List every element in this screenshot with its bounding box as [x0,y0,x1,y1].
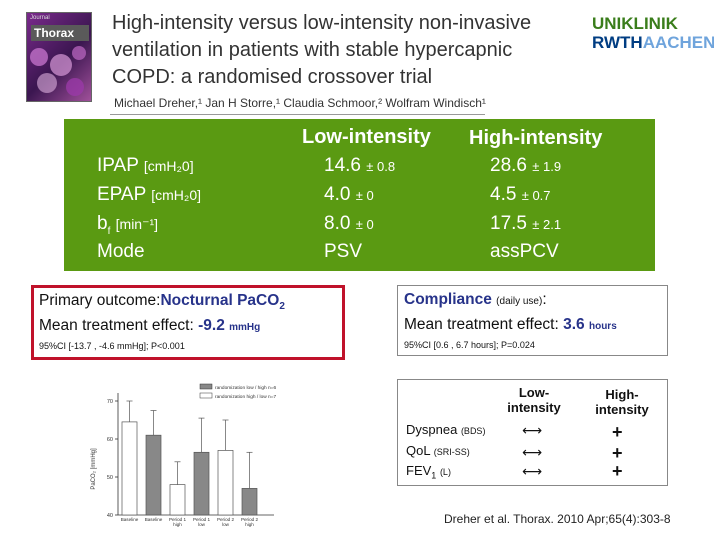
bar-4 [193,451,210,516]
cover-artwork [30,46,86,96]
settings-row-label: IPAP [cmH₂0] [97,155,194,176]
no-difference-arrow-icon: ⟷ [522,463,543,479]
comparison-col-low: Low-intensity [507,385,561,415]
y-tick-label: 60 [107,437,113,443]
bar-6 [241,488,258,516]
settings-low-value: 8.0 ± 0 [324,213,374,234]
settings-table: Low-intensity High-intensity IPAP [cmH₂0… [64,119,655,271]
x-tick-label: low [222,522,230,527]
compliance-effect-line: Mean treatment effect: 3.6 hours [404,316,617,333]
settings-low-value: PSV [324,241,363,262]
comparison-table: Low-intensity High-intensity Dyspnea (BD… [397,379,668,486]
paco2-bar-chart: PaCO₂ [mmHg] 40 50 60 70 Baseline Baseline Pe… [91,383,277,527]
legend-swatch-high-low [199,392,213,399]
legend-swatch-low-high [199,383,213,390]
settings-low-value: 14.6 ± 0.8 [324,155,396,176]
bar-5 [217,450,234,516]
primary-outcome-line: Primary outcome:Nocturnal PaCO2 [39,292,285,313]
paper-authors: Michael Dreher,¹ Jan H Storre,¹ Claudia … [114,96,486,110]
journal-cover-image: Journal Thorax [26,12,92,102]
settings-row-label: bf [min⁻¹] [97,213,159,237]
settings-col-high: High-intensity [469,127,603,149]
settings-col-low: Low-intensity [302,126,431,148]
compliance-box: Compliance (daily use): Mean treatment e… [397,285,668,356]
comparison-row-label: QoL (SRI-SS) [406,443,470,458]
settings-row-label: Mode [97,241,145,262]
y-axis-label: PaCO₂ [mmHg] [91,448,97,490]
logo-rwth-aachen: RWTHAACHEN [592,33,714,53]
settings-high-value: 28.6 ± 1.9 [490,155,562,176]
bar-3 [169,484,186,516]
y-tick-label: 40 [107,513,113,519]
x-tick-label: Period 1 [169,517,187,522]
no-difference-arrow-icon: ⟷ [522,422,543,438]
improvement-plus-icon: + [612,422,623,442]
x-tick-label: Period 2 [241,517,259,522]
settings-low-value: 4.0 ± 0 [324,184,374,205]
bar-1 [121,421,138,516]
comparison-row-label: FEV1 (L) [406,463,451,481]
x-tick-label: Period 1 [193,517,211,522]
legend-label-high-low: randomization high / low n=7 [215,394,277,400]
no-difference-arrow-icon: ⟷ [522,444,543,460]
x-tick-label: Baseline [145,517,163,522]
settings-high-value: 17.5 ± 2.1 [490,213,562,234]
legend-label-low-high: randomization low / high n=6 [215,385,277,391]
comparison-row-label: Dyspnea (BDS) [406,422,486,437]
x-tick-label: high [245,522,254,527]
x-tick-label: low [198,522,206,527]
journal-brand: Journal [30,15,50,21]
settings-high-value: 4.5 ± 0.7 [490,184,551,205]
primary-outcome-box: Primary outcome:Nocturnal PaCO2 Mean tre… [31,285,345,360]
improvement-plus-icon: + [612,443,623,463]
paper-title: High-intensity versus low-intensity non-… [112,12,532,88]
compliance-line: Compliance (daily use): [404,291,547,308]
logo-rwth: RWTH [592,33,643,52]
y-tick-label: 70 [107,399,113,405]
bar-2 [145,434,162,516]
primary-ci: 95%CI [-13.7 , -4.6 mmHg]; P<0.001 [39,341,185,351]
journal-name: Thorax [31,25,89,41]
improvement-plus-icon: + [612,461,623,481]
y-tick-label: 50 [107,475,113,481]
logo-uniklinik: UNIKLINIK [592,14,678,33]
settings-high-value: assPCV [490,241,559,262]
citation: Dreher et al. Thorax. 2010 Apr;65(4):303… [444,512,671,526]
logo-aachen: AACHEN [642,33,714,52]
x-tick-label: Baseline [121,517,139,522]
settings-row-label: EPAP [cmH₂0] [97,184,202,205]
primary-outcome-name: Nocturnal PaCO2 [160,292,285,313]
primary-effect-line: Mean treatment effect: -9.2 mmHg [39,317,261,334]
x-tick-label: Period 2 [217,517,235,522]
compliance-ci: 95%CI [0.6 , 6.7 hours]; P=0.024 [404,340,535,350]
chart-legend: randomization low / high n=6 randomizati… [199,383,277,400]
x-tick-label: high [173,522,182,527]
comparison-col-high: High-intensity [595,387,649,417]
header-divider [110,114,485,115]
